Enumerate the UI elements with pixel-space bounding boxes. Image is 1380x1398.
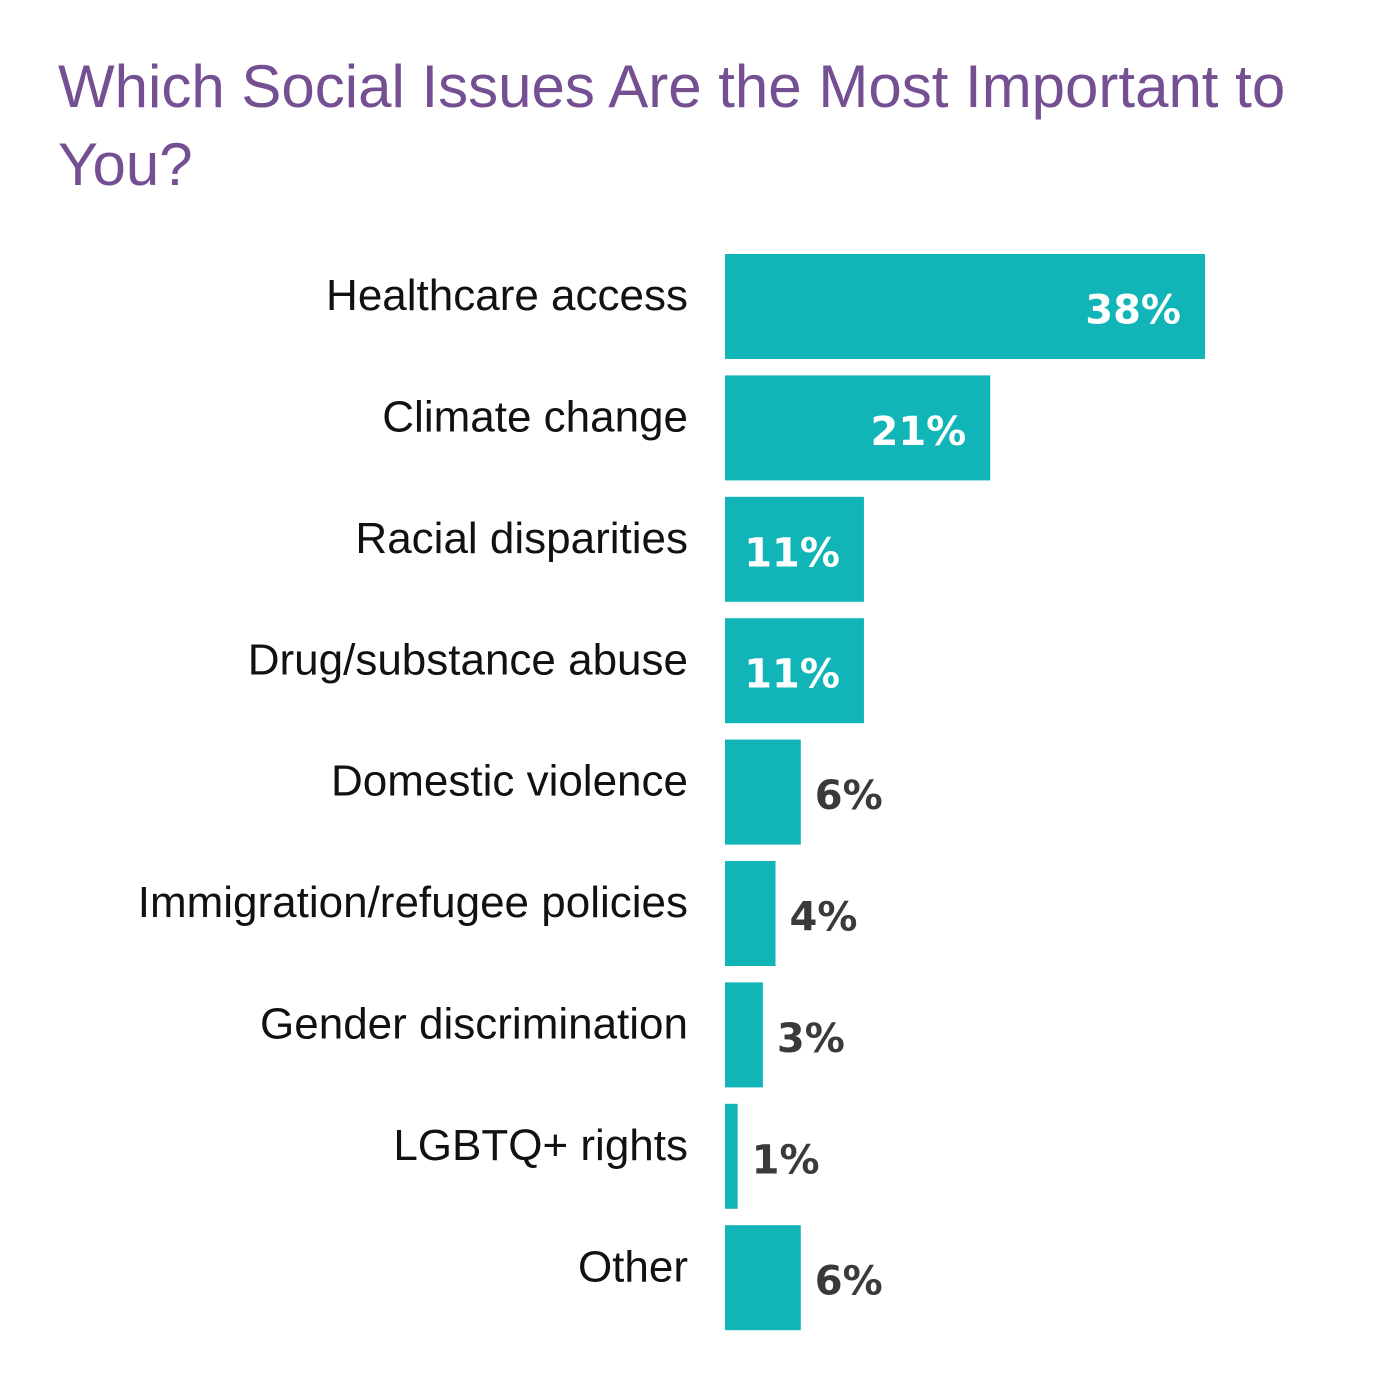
category-label: Domestic violence xyxy=(331,757,688,806)
bar xyxy=(725,861,776,966)
category-label: Immigration/refugee policies xyxy=(138,878,688,927)
value-label: 11% xyxy=(744,652,840,698)
bars xyxy=(725,254,1205,1331)
value-label: 1% xyxy=(752,1137,820,1183)
category-label: Climate change xyxy=(382,393,688,442)
value-label: 4% xyxy=(790,895,858,941)
bar xyxy=(725,618,864,724)
category-label: Other xyxy=(578,1242,688,1291)
value-label: 11% xyxy=(744,530,840,576)
value-label: 21% xyxy=(871,409,967,455)
value-labels: 38% 21% 11% 11% 6% 4% 3% 1% 6% xyxy=(744,288,1181,1305)
category-labels: Healthcare access Climate change Racial di… xyxy=(138,271,688,1291)
bar xyxy=(725,496,864,602)
value-label: 6% xyxy=(815,773,883,819)
category-label: Racial disparities xyxy=(355,514,688,563)
category-label: Drug/substance abuse xyxy=(248,635,688,684)
value-label: 38% xyxy=(1085,288,1181,334)
value-label: 3% xyxy=(777,1016,845,1062)
bar xyxy=(725,254,1205,359)
bar xyxy=(725,1225,801,1331)
bar xyxy=(725,739,801,845)
bar xyxy=(725,982,763,1088)
value-label: 6% xyxy=(815,1259,883,1305)
category-label: Healthcare access xyxy=(326,271,688,320)
bar xyxy=(725,1103,738,1209)
chart-title: Which Social Issues Are the Most Importa… xyxy=(58,53,1286,198)
bar xyxy=(725,375,991,481)
category-label: Gender discrimination xyxy=(260,1000,688,1049)
category-label: LGBTQ+ rights xyxy=(393,1121,688,1170)
